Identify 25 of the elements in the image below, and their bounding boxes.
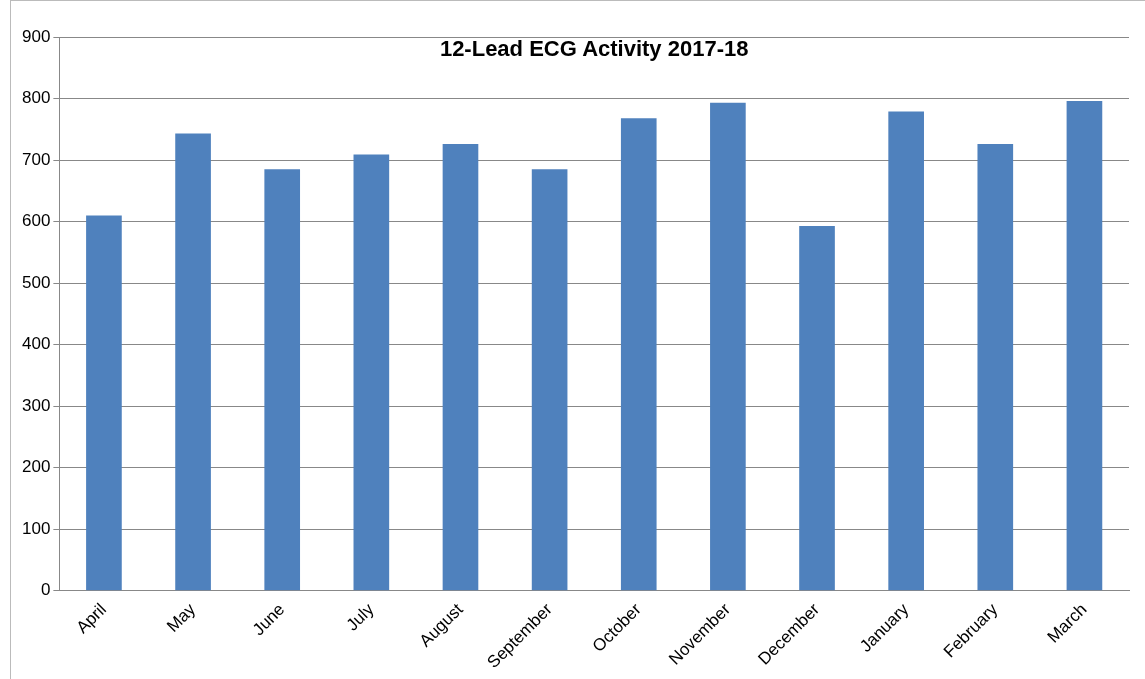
y-tick-label: 300 <box>21 395 51 415</box>
y-tick-label: 900 <box>21 26 51 46</box>
bar <box>264 169 301 591</box>
bar <box>710 102 746 591</box>
y-tick-label: 0 <box>40 580 51 600</box>
bar <box>1066 100 1103 591</box>
y-tick-label: 500 <box>21 272 51 292</box>
y-tick-label: 200 <box>21 457 51 477</box>
bar <box>175 133 211 591</box>
bar <box>442 144 479 591</box>
bar <box>620 118 657 591</box>
y-tick-label: 400 <box>21 334 51 354</box>
y-tick-label: 800 <box>21 88 51 108</box>
x-tick-label: July <box>342 599 378 635</box>
bar <box>888 111 924 591</box>
y-tick-label: 700 <box>21 149 51 169</box>
bar <box>86 215 122 591</box>
x-tick-label: May <box>163 599 200 636</box>
chart-title: 12-Lead ECG Activity 2017-18 <box>439 36 749 62</box>
bar <box>531 169 568 591</box>
y-tick-label: 600 <box>21 211 51 231</box>
bar <box>799 225 835 591</box>
y-tick-label: 100 <box>21 518 51 538</box>
bar <box>353 154 390 591</box>
bar <box>977 144 1014 591</box>
